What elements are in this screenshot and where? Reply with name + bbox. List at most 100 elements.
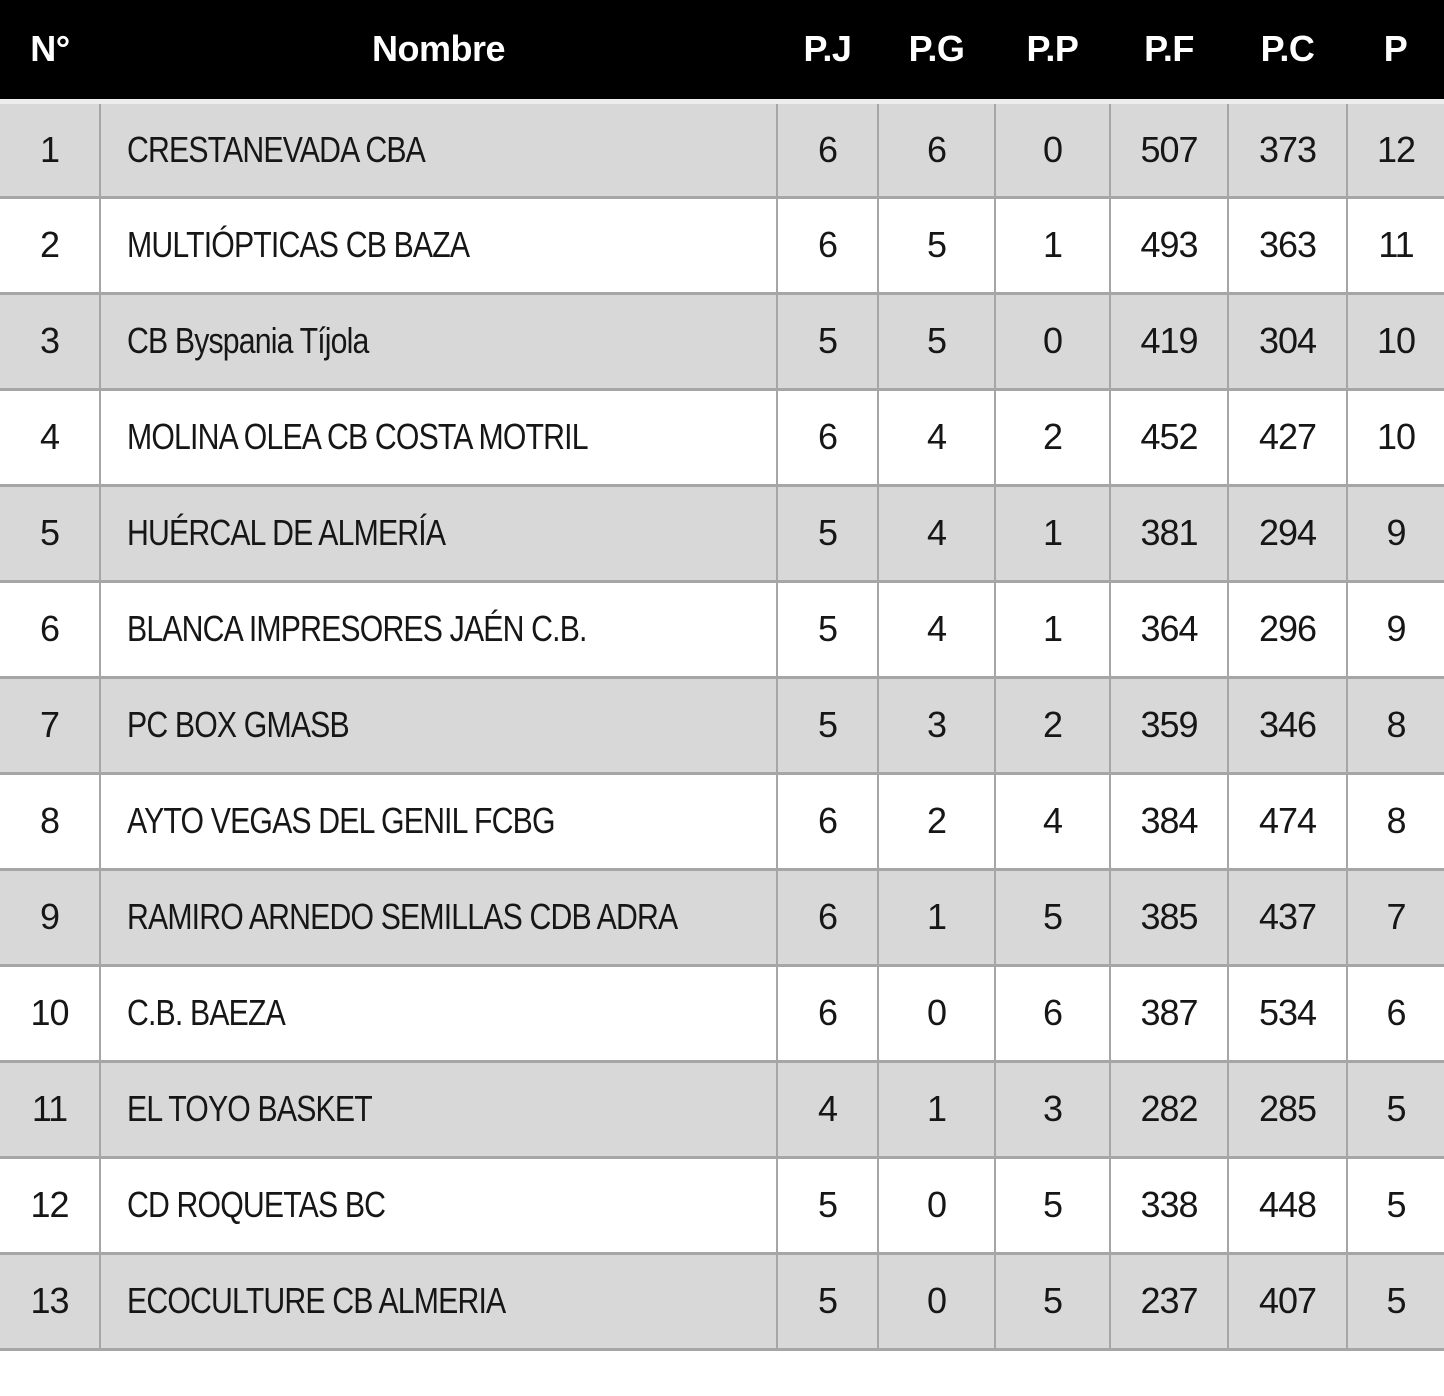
cell-pf: 384: [1109, 771, 1228, 869]
cell-pts: 9: [1346, 483, 1444, 581]
team-name: CD ROQUETAS BC: [127, 1184, 386, 1225]
header-row: N° Nombre P.J P.G P.P P.F P.C P: [0, 0, 1444, 101]
cell-pc: 474: [1227, 771, 1347, 869]
cell-pj: 5: [776, 291, 878, 389]
cell-pp: 1: [994, 483, 1110, 581]
cell-pj: 6: [776, 387, 878, 485]
table-row: 2 MULTIÓPTICAS CB BAZA 6 5 1 493 363 11: [0, 195, 1444, 293]
table-row: 7 PC BOX GMASB 5 3 2 359 346 8: [0, 675, 1444, 773]
table-row: 10 C.B. BAEZA 6 0 6 387 534 6: [0, 963, 1444, 1061]
header-games-played: P.J: [777, 0, 878, 101]
cell-pj: 6: [776, 867, 878, 965]
cell-pts: 9: [1346, 579, 1444, 677]
cell-pc: 346: [1227, 675, 1347, 773]
header-team-name: Nombre: [100, 0, 777, 101]
table-row: 6 BLANCA IMPRESORES JAÉN C.B. 5 4 1 364 296 9: [0, 579, 1444, 677]
cell-name: MOLINA OLEA CB COSTA MOTRIL: [99, 387, 777, 485]
team-name: MULTIÓPTICAS CB BAZA: [127, 224, 470, 265]
cell-pc: 304: [1227, 291, 1347, 389]
cell-pts: 10: [1346, 387, 1444, 485]
cell-name: PC BOX GMASB: [99, 675, 777, 773]
cell-name: HUÉRCAL DE ALMERÍA: [99, 483, 777, 581]
header-points: P: [1347, 0, 1444, 101]
cell-pg: 2: [877, 771, 995, 869]
cell-name: AYTO VEGAS DEL GENIL FCBG: [99, 771, 777, 869]
team-name: ECOCULTURE CB ALMERIA: [127, 1280, 506, 1321]
cell-pc: 448: [1227, 1155, 1347, 1253]
cell-pj: 4: [776, 1059, 878, 1157]
team-name: RAMIRO ARNEDO SEMILLAS CDB ADRA: [127, 896, 678, 937]
cell-pp: 1: [994, 195, 1110, 293]
header-points-against: P.C: [1228, 0, 1347, 101]
header-points-for: P.F: [1110, 0, 1228, 101]
cell-pg: 4: [877, 483, 995, 581]
cell-pf: 359: [1109, 675, 1228, 773]
team-name: C.B. BAEZA: [127, 992, 286, 1033]
cell-pts: 5: [1346, 1251, 1444, 1351]
table-row: 13 ECOCULTURE CB ALMERIA 5 0 5 237 407 5: [0, 1251, 1444, 1351]
cell-pc: 407: [1227, 1251, 1347, 1351]
cell-pg: 1: [877, 867, 995, 965]
cell-pj: 6: [776, 771, 878, 869]
cell-pf: 387: [1109, 963, 1228, 1061]
cell-pos: 13: [0, 1251, 100, 1351]
table-row: 8 AYTO VEGAS DEL GENIL FCBG 6 2 4 384 474 8: [0, 771, 1444, 869]
cell-pj: 5: [776, 1155, 878, 1253]
cell-pp: 6: [994, 963, 1110, 1061]
standings-table: N° Nombre P.J P.G P.P P.F P.C P 1 CRESTAN…: [0, 0, 1444, 1351]
cell-pc: 294: [1227, 483, 1347, 581]
cell-pj: 6: [776, 963, 878, 1061]
cell-pos: 6: [0, 579, 100, 677]
table-row: 12 CD ROQUETAS BC 5 0 5 338 448 5: [0, 1155, 1444, 1253]
cell-pf: 282: [1109, 1059, 1228, 1157]
cell-pc: 534: [1227, 963, 1347, 1061]
cell-pos: 4: [0, 387, 100, 485]
cell-pos: 10: [0, 963, 100, 1061]
cell-pc: 427: [1227, 387, 1347, 485]
cell-pos: 9: [0, 867, 100, 965]
cell-pc: 285: [1227, 1059, 1347, 1157]
cell-pp: 5: [994, 867, 1110, 965]
table-body: 1 CRESTANEVADA CBA 6 6 0 507 373 12 2 MULTIÓPTICA…: [0, 98, 1444, 1351]
cell-name: BLANCA IMPRESORES JAÉN C.B.: [99, 579, 777, 677]
cell-pos: 2: [0, 195, 100, 293]
cell-pc: 437: [1227, 867, 1347, 965]
team-name: BLANCA IMPRESORES JAÉN C.B.: [127, 608, 587, 649]
cell-pg: 5: [877, 291, 995, 389]
cell-pp: 0: [994, 98, 1110, 197]
cell-name: C.B. BAEZA: [99, 963, 777, 1061]
team-name: AYTO VEGAS DEL GENIL FCBG: [127, 800, 556, 841]
table-row: 5 HUÉRCAL DE ALMERÍA 5 4 1 381 294 9: [0, 483, 1444, 581]
cell-pj: 5: [776, 675, 878, 773]
cell-pf: 385: [1109, 867, 1228, 965]
cell-name: RAMIRO ARNEDO SEMILLAS CDB ADRA: [99, 867, 777, 965]
cell-pts: 7: [1346, 867, 1444, 965]
cell-pos: 1: [0, 98, 100, 197]
cell-pf: 237: [1109, 1251, 1228, 1351]
cell-name: EL TOYO BASKET: [99, 1059, 777, 1157]
cell-pg: 4: [877, 387, 995, 485]
team-name: PC BOX GMASB: [127, 704, 350, 745]
cell-pf: 338: [1109, 1155, 1228, 1253]
cell-pts: 5: [1346, 1155, 1444, 1253]
header-games-lost: P.P: [995, 0, 1110, 101]
cell-pg: 4: [877, 579, 995, 677]
cell-pf: 452: [1109, 387, 1228, 485]
cell-pts: 6: [1346, 963, 1444, 1061]
cell-pos: 12: [0, 1155, 100, 1253]
cell-pos: 3: [0, 291, 100, 389]
table-row: 1 CRESTANEVADA CBA 6 6 0 507 373 12: [0, 98, 1444, 197]
table-row: 3 CB Byspania Tíjola 5 5 0 419 304 10: [0, 291, 1444, 389]
team-name: MOLINA OLEA CB COSTA MOTRIL: [127, 416, 589, 457]
team-name: CRESTANEVADA CBA: [127, 128, 426, 170]
cell-pg: 5: [877, 195, 995, 293]
table-row: 9 RAMIRO ARNEDO SEMILLAS CDB ADRA 6 1 5 385 43…: [0, 867, 1444, 965]
cell-pos: 11: [0, 1059, 100, 1157]
header-games-won: P.G: [878, 0, 995, 101]
cell-pj: 6: [776, 195, 878, 293]
cell-pg: 0: [877, 1251, 995, 1351]
table-row: 4 MOLINA OLEA CB COSTA MOTRIL 6 4 2 452 427 10: [0, 387, 1444, 485]
cell-pos: 5: [0, 483, 100, 581]
team-name: HUÉRCAL DE ALMERÍA: [127, 512, 446, 553]
